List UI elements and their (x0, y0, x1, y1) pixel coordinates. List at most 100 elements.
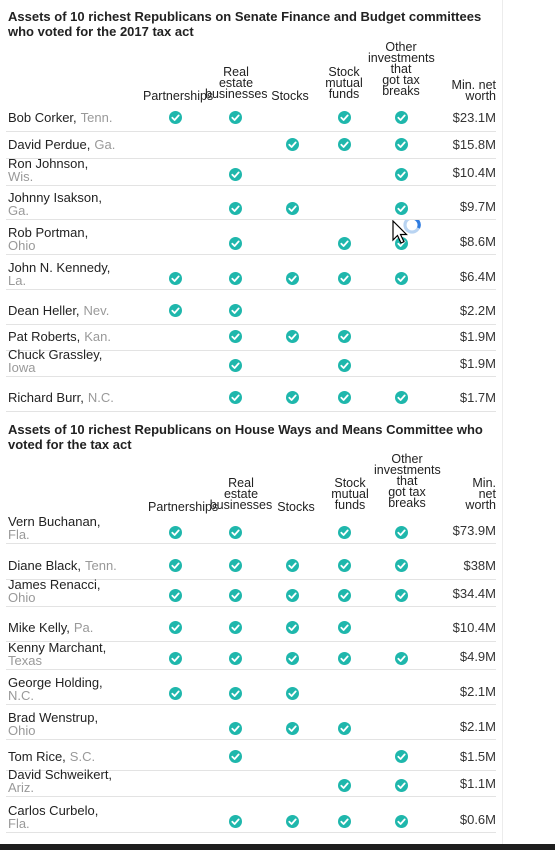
check-circle-icon (229, 202, 242, 215)
check-circle-icon (229, 750, 242, 763)
member-name-cell: James Renacci, Ohio (8, 578, 100, 604)
member-name: Tom Rice, (8, 749, 66, 764)
check-circle-icon (169, 304, 182, 317)
member-name-cell: John N. Kennedy, La. (8, 261, 110, 287)
divider (502, 0, 503, 844)
window-bottom-bar (0, 844, 555, 850)
check-circle-icon (395, 391, 408, 404)
net-worth-value: $38M (463, 558, 496, 573)
column-header: Other investments that got tax breaks (374, 452, 441, 510)
check-circle-icon (338, 779, 351, 792)
column-header: Real estate businesses (205, 65, 268, 101)
check-circle-icon (229, 168, 242, 181)
check-circle-icon (338, 330, 351, 343)
member-name-cell: Diane Black, Tenn. (8, 559, 117, 572)
member-name: David Perdue, (8, 137, 91, 152)
net-worth-value: $4.9M (459, 649, 496, 664)
member-state: Ohio (8, 723, 36, 738)
check-circle-icon (229, 304, 242, 317)
member-state: S.C. (69, 749, 96, 764)
member-state: Kan. (84, 329, 112, 344)
member-name: James Renacci, (8, 577, 101, 592)
table-row: Brad Wenstrup, Ohio $2.1M (6, 711, 496, 740)
table-row: David Perdue, Ga. $15.8M (6, 130, 496, 159)
check-circle-icon (229, 559, 242, 572)
member-state: Ga. (8, 203, 29, 218)
table-row: Rob Portman, Ohio $8.6M (6, 226, 496, 255)
check-circle-icon (169, 272, 182, 285)
member-name: Ron Johnson, (8, 156, 89, 171)
member-state: La. (8, 273, 27, 288)
member-state: Texas (8, 653, 42, 668)
member-name: Mike Kelly, (8, 620, 70, 635)
table-row: Carlos Curbelo, Fla. $0.6M (6, 804, 496, 833)
check-circle-icon (169, 111, 182, 124)
check-circle-icon (229, 237, 242, 250)
column-header: Min. net worth (451, 78, 496, 103)
table-row: James Renacci, Ohio $34.4M (6, 578, 496, 607)
check-circle-icon (395, 652, 408, 665)
member-state: Nev. (83, 303, 110, 318)
member-name-cell: Rob Portman, Ohio (8, 226, 88, 252)
check-circle-icon (286, 621, 299, 634)
member-name-cell: Richard Burr, N.C. (8, 391, 114, 404)
table-row: Kenny Marchant, Texas $4.9M (6, 641, 496, 670)
check-circle-icon (229, 687, 242, 700)
table-row: George Holding, N.C. $2.1M (6, 676, 496, 705)
member-name-cell: Brad Wenstrup, Ohio (8, 711, 98, 737)
check-circle-icon (338, 526, 351, 539)
net-worth-value: $6.4M (459, 269, 496, 284)
member-name: David Schweikert, (8, 767, 113, 782)
check-circle-icon (229, 652, 242, 665)
member-state: Ohio (8, 590, 36, 605)
check-circle-icon (338, 359, 351, 372)
check-circle-icon (338, 621, 351, 634)
member-state: Tenn. (80, 110, 113, 125)
check-circle-icon (169, 559, 182, 572)
check-circle-icon (169, 526, 182, 539)
check-circle-icon (395, 559, 408, 572)
net-worth-value: $2.1M (459, 684, 496, 699)
check-circle-icon (286, 202, 299, 215)
check-circle-icon (229, 272, 242, 285)
member-state: Fla. (8, 527, 30, 542)
net-worth-value: $1.7M (459, 390, 496, 405)
net-worth-value: $15.8M (452, 137, 496, 152)
check-circle-icon (229, 111, 242, 124)
house-title: Assets of 10 richest Republicans on Hous… (8, 422, 483, 452)
net-worth-value: $1.9M (459, 356, 496, 371)
net-worth-value: $2.1M (459, 719, 496, 734)
member-state: Ohio (8, 238, 36, 253)
table-row: Pat Roberts, Kan. $1.9M (6, 322, 496, 351)
check-circle-icon (286, 589, 299, 602)
member-name: Dean Heller, (8, 303, 80, 318)
member-name-cell: Kenny Marchant, Texas (8, 641, 106, 667)
member-name-cell: Carlos Curbelo, Fla. (8, 804, 98, 830)
check-circle-icon (338, 111, 351, 124)
check-circle-icon (395, 272, 408, 285)
table-row: Mike Kelly, Pa. $10.4M (6, 613, 496, 642)
check-circle-icon (286, 391, 299, 404)
member-name-cell: Johnny Isakson, Ga. (8, 191, 102, 217)
check-circle-icon (229, 526, 242, 539)
net-worth-value: $10.4M (452, 620, 496, 635)
member-name-cell: Mike Kelly, Pa. (8, 621, 93, 634)
check-circle-icon (286, 272, 299, 285)
member-state: Tenn. (84, 558, 117, 573)
table-row: David Schweikert, Ariz. $1.1M (6, 768, 496, 797)
column-header: Stock mutual funds (325, 65, 363, 101)
check-circle-icon (395, 526, 408, 539)
table-row: Richard Burr, N.C. $1.7M (6, 383, 496, 412)
mouse-pointer-icon (392, 216, 424, 253)
member-name-cell: Bob Corker, Tenn. (8, 111, 112, 124)
check-circle-icon (338, 722, 351, 735)
member-name: Diane Black, (8, 558, 81, 573)
table-row: Ron Johnson, Wis. $10.4M (6, 157, 496, 186)
column-header: Min. net worth (465, 476, 496, 512)
member-name: George Holding, (8, 675, 103, 690)
column-header: Stocks (277, 500, 315, 514)
check-circle-icon (395, 202, 408, 215)
member-state: Ga. (94, 137, 116, 152)
member-name: Bob Corker, (8, 110, 77, 125)
check-circle-icon (395, 750, 408, 763)
